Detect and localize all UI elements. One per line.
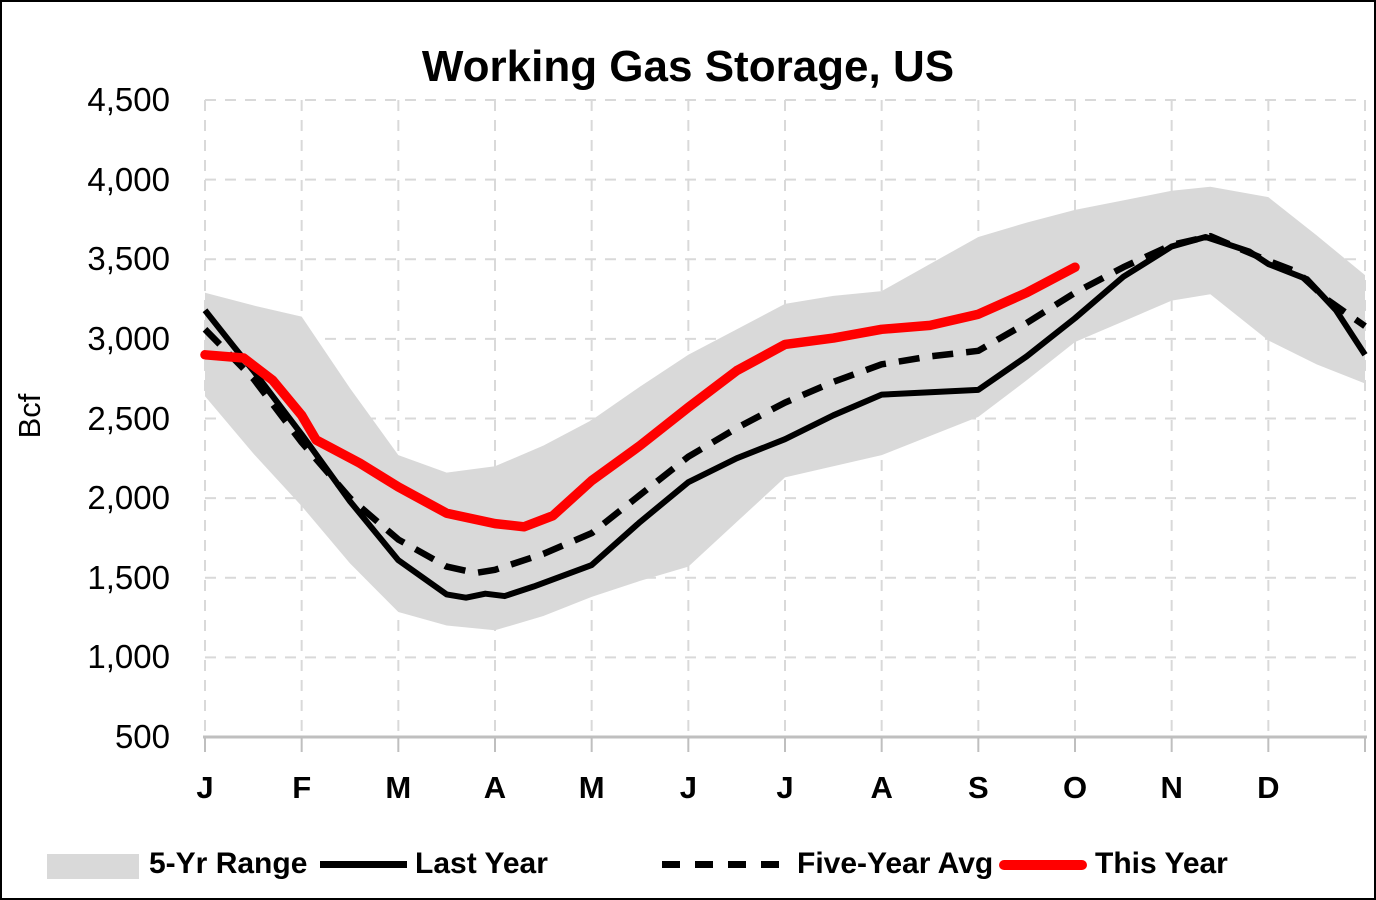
legend-swatch-five-year-avg (662, 861, 787, 868)
chart-title: Working Gas Storage, US (421, 42, 955, 91)
x-tick-month-2: F (292, 770, 312, 805)
x-tick-month-11: N (1160, 770, 1183, 805)
x-tick-month-8: A (870, 770, 893, 805)
y-tick-3500: 3,500 (87, 240, 170, 278)
y-tick-500: 500 (114, 718, 170, 755)
legend-label-5yr-range: 5-Yr Range (149, 847, 308, 880)
legend-swatch-last-year (320, 861, 407, 868)
series-five-year-avg (202, 232, 1367, 577)
y-tick-2000: 2,000 (87, 479, 170, 517)
x-tick-month-4: A (483, 770, 507, 805)
x-tick-month-1: J (196, 770, 214, 805)
y-tick-2500: 2,500 (87, 399, 170, 437)
y-tick-1500: 1,500 (87, 558, 170, 596)
y-tick-4000: 4,000 (87, 160, 170, 198)
legend-swatch-this-year (999, 860, 1087, 870)
series-this-year (200, 262, 1080, 532)
x-tick-month-6: J (679, 770, 697, 805)
x-tick-month-10: O (1062, 770, 1088, 805)
legend-swatch-5yr-range (47, 854, 139, 879)
y-tick-3000: 3,000 (87, 319, 170, 357)
legend-label-last-year: Last Year (415, 847, 548, 880)
x-tick-month-9: S (967, 770, 989, 805)
x-tick-month-5: M (578, 770, 605, 805)
y-tick-1000: 1,000 (87, 638, 170, 676)
x-tick-month-7: J (776, 770, 794, 805)
x-tick-month-3: M (385, 770, 412, 805)
y-tick-4500: 4,500 (87, 81, 170, 118)
legend-label-five-year-avg: Five-Year Avg (797, 847, 994, 880)
x-tick-month-12: D (1257, 770, 1280, 805)
legend-label-this-year: This Year (1095, 847, 1228, 880)
x-axis-line (203, 735, 1367, 752)
